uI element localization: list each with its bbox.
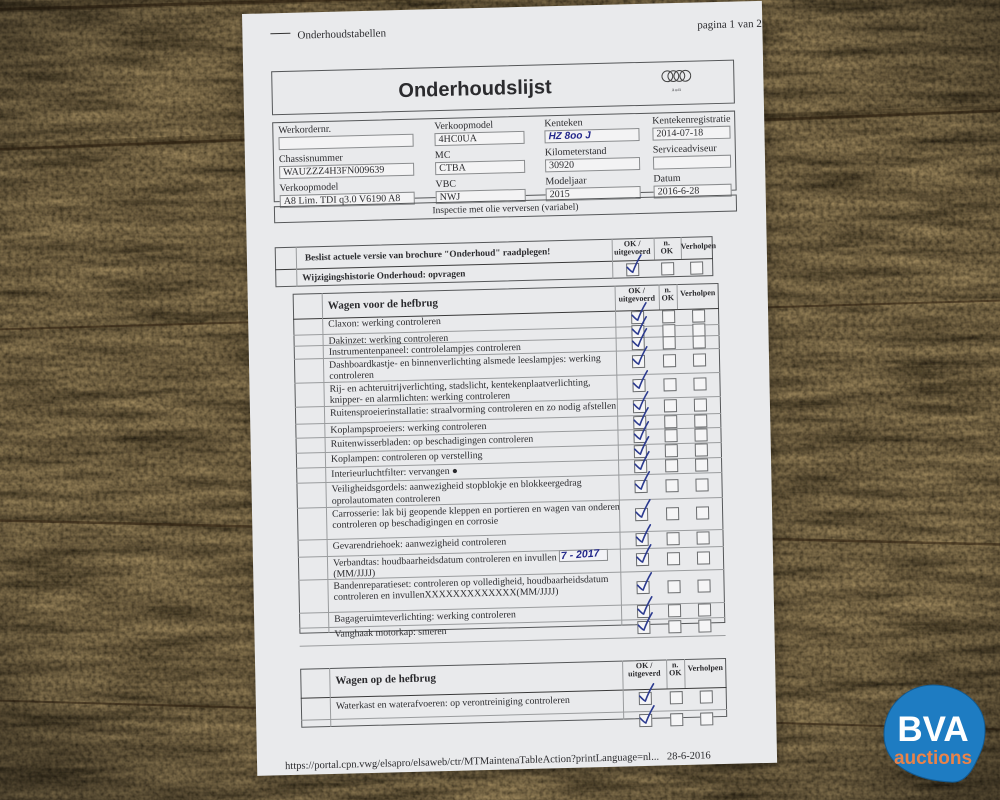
- svg-text:BVA: BVA: [897, 710, 968, 749]
- svg-text:auctions: auctions: [894, 748, 972, 769]
